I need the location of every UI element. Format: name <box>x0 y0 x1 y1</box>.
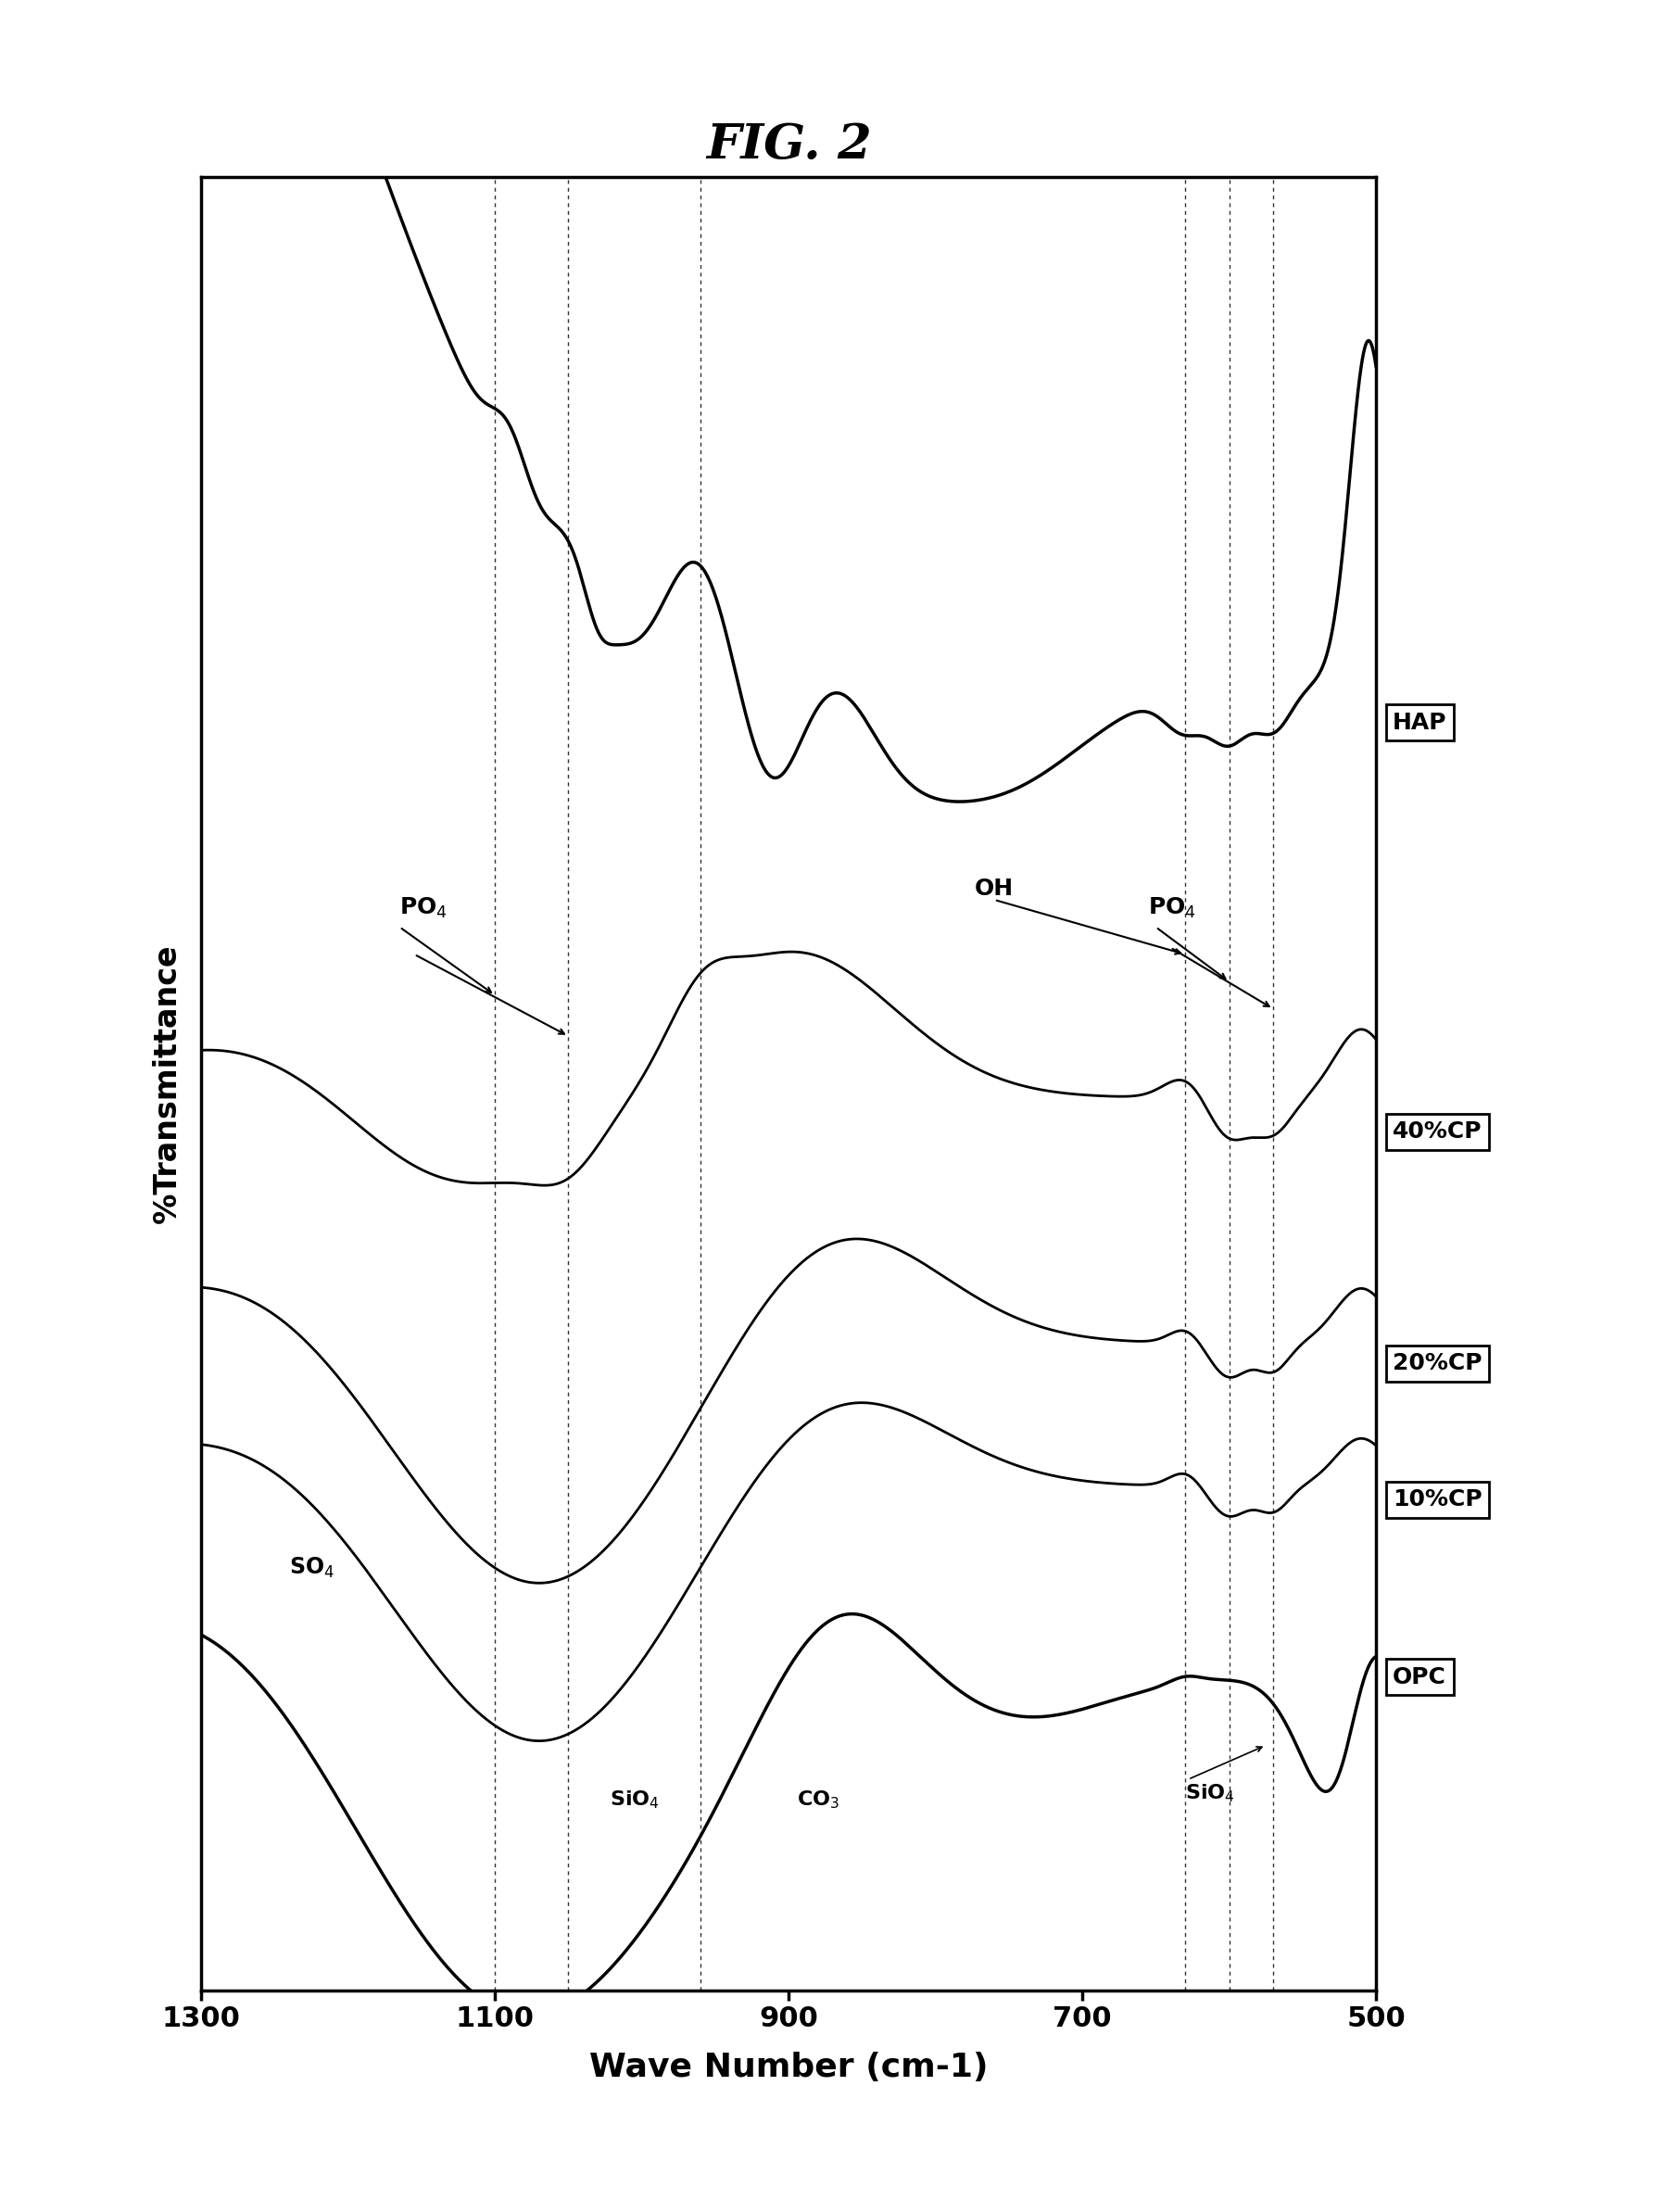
Text: OH: OH <box>975 878 1014 900</box>
Text: 40%CP: 40%CP <box>1393 1121 1482 1144</box>
Text: HAP: HAP <box>1393 712 1446 734</box>
Text: SiO$_4$: SiO$_4$ <box>609 1790 659 1812</box>
Text: SO$_4$: SO$_4$ <box>290 1555 334 1579</box>
Text: PO$_4$: PO$_4$ <box>399 896 448 920</box>
Text: 20%CP: 20%CP <box>1393 1352 1482 1374</box>
Text: OPC: OPC <box>1393 1666 1446 1688</box>
Text: CO$_3$: CO$_3$ <box>797 1790 839 1812</box>
Text: FIG. 2: FIG. 2 <box>706 122 871 168</box>
Text: 10%CP: 10%CP <box>1393 1489 1482 1511</box>
Text: SiO$_4$: SiO$_4$ <box>1185 1783 1235 1805</box>
Y-axis label: %Transmittance: %Transmittance <box>151 945 181 1223</box>
X-axis label: Wave Number (cm-1): Wave Number (cm-1) <box>589 2053 988 2084</box>
Text: PO$_4$: PO$_4$ <box>1148 896 1196 920</box>
